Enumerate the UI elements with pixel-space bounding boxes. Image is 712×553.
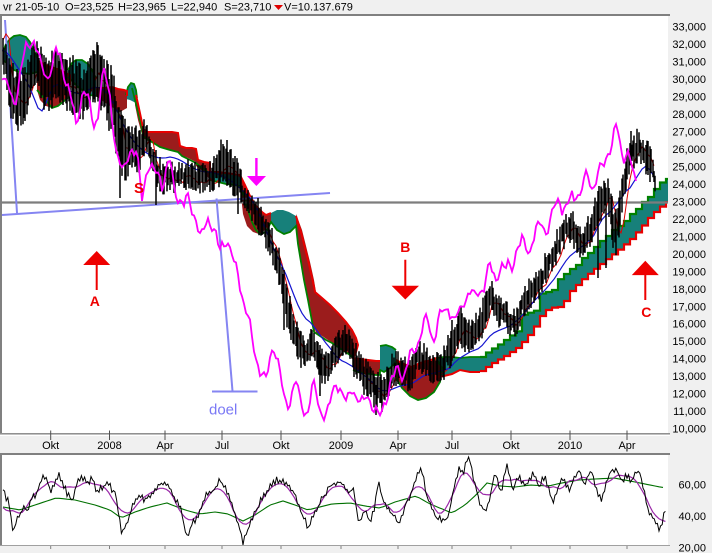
svg-text:doel: doel (209, 402, 237, 419)
svg-text:32,000: 32,000 (672, 39, 706, 51)
svg-text:Okt: Okt (272, 440, 289, 452)
svg-text:19,000: 19,000 (672, 266, 706, 278)
svg-text:18,000: 18,000 (672, 284, 706, 296)
svg-text:2008: 2008 (97, 440, 121, 452)
svg-text:33,000: 33,000 (672, 22, 706, 34)
svg-text:11,000: 11,000 (673, 406, 706, 418)
svg-text:Apr: Apr (156, 440, 173, 452)
svg-text:40,00: 40,00 (678, 511, 706, 523)
svg-text:14,000: 14,000 (672, 354, 706, 366)
svg-text:31,000: 31,000 (672, 57, 706, 69)
svg-text:15,000: 15,000 (672, 336, 706, 348)
svg-text:16,000: 16,000 (672, 319, 706, 331)
svg-text:25,000: 25,000 (672, 161, 706, 173)
svg-text:21,000: 21,000 (672, 231, 706, 243)
svg-text:24,000: 24,000 (672, 179, 706, 191)
svg-text:28,000: 28,000 (672, 109, 706, 121)
svg-text:29,000: 29,000 (672, 91, 706, 103)
svg-text:30,000: 30,000 (672, 74, 706, 86)
svg-text:A: A (90, 293, 100, 309)
svg-text:Okt: Okt (502, 440, 519, 452)
svg-text:Jul: Jul (445, 440, 459, 452)
svg-text:27,000: 27,000 (672, 126, 706, 138)
svg-text:26,000: 26,000 (672, 144, 706, 156)
svg-text:Apr: Apr (618, 440, 635, 452)
svg-text:13,000: 13,000 (672, 371, 706, 383)
svg-text:V=10.137.679: V=10.137.679 (284, 2, 353, 14)
svg-text:17,000: 17,000 (672, 301, 706, 313)
svg-text:23,000: 23,000 (672, 196, 706, 208)
svg-text:B: B (400, 239, 410, 255)
svg-text:10,000: 10,000 (672, 424, 706, 436)
svg-text:L=22,940: L=22,940 (171, 2, 217, 14)
svg-text:S=23,710: S=23,710 (224, 2, 271, 14)
svg-text:H=23,965: H=23,965 (118, 2, 166, 14)
svg-text:vr 21-05-10: vr 21-05-10 (3, 2, 59, 14)
svg-text:12,000: 12,000 (672, 389, 706, 401)
svg-text:20,00: 20,00 (678, 543, 706, 553)
svg-text:22,000: 22,000 (672, 214, 706, 226)
svg-text:20,000: 20,000 (672, 249, 706, 261)
svg-text:2009: 2009 (329, 440, 353, 452)
svg-text:2010: 2010 (558, 440, 582, 452)
svg-text:Apr: Apr (389, 440, 406, 452)
svg-text:C: C (641, 304, 651, 320)
svg-text:O=23,525: O=23,525 (65, 2, 114, 14)
svg-text:60,00: 60,00 (678, 480, 706, 492)
svg-text:Jul: Jul (215, 440, 229, 452)
svg-text:Okt: Okt (42, 440, 59, 452)
svg-text:S: S (134, 180, 144, 197)
